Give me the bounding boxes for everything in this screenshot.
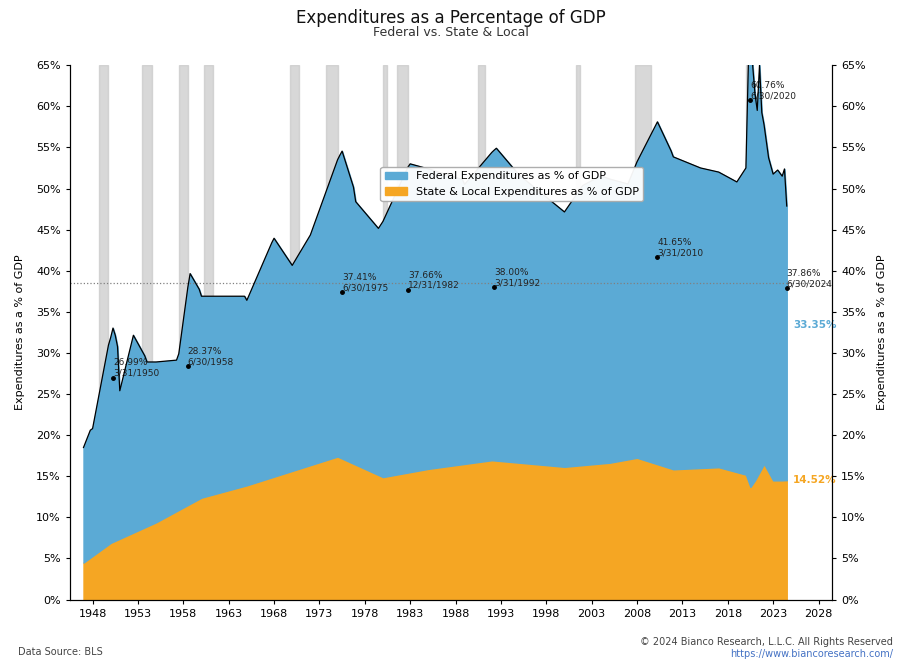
- Text: © 2024 Bianco Research, L.L.C. All Rights Reserved: © 2024 Bianco Research, L.L.C. All Right…: [640, 638, 893, 647]
- Bar: [746, 65, 750, 599]
- Y-axis label: Expenditures as a % of GDP: Expenditures as a % of GDP: [15, 255, 25, 411]
- Text: 28.37%
6/30/1958: 28.37% 6/30/1958: [188, 347, 235, 366]
- Text: Expenditures as a Percentage of GDP: Expenditures as a Percentage of GDP: [296, 9, 606, 27]
- Text: 14.52%: 14.52%: [793, 475, 837, 485]
- Bar: [99, 65, 108, 599]
- Text: Data Source: BLS: Data Source: BLS: [18, 647, 103, 657]
- Text: 37.66%
12/31/1982: 37.66% 12/31/1982: [408, 271, 460, 290]
- Text: 33.35%: 33.35%: [793, 320, 836, 331]
- Bar: [179, 65, 188, 599]
- Bar: [143, 65, 152, 599]
- Bar: [327, 65, 337, 599]
- Y-axis label: Expenditures as a % of GDP: Expenditures as a % of GDP: [877, 255, 887, 411]
- Text: 37.86%
6/30/2024: 37.86% 6/30/2024: [787, 269, 833, 288]
- Text: 60.76%
6/30/2020: 60.76% 6/30/2020: [750, 81, 796, 100]
- Text: https://www.biancoresearch.com/: https://www.biancoresearch.com/: [730, 649, 893, 659]
- Text: 41.65%
3/31/2010: 41.65% 3/31/2010: [658, 238, 704, 257]
- Text: Federal vs. State & Local: Federal vs. State & Local: [373, 26, 529, 40]
- Text: 38.00%
3/31/1992: 38.00% 3/31/1992: [494, 268, 540, 287]
- Bar: [290, 65, 299, 599]
- Bar: [635, 65, 650, 599]
- Legend: Federal Expenditures as % of GDP, State & Local Expenditures as % of GDP: Federal Expenditures as % of GDP, State …: [381, 167, 643, 201]
- Bar: [204, 65, 213, 599]
- Bar: [478, 65, 485, 599]
- Text: 37.41%
6/30/1975: 37.41% 6/30/1975: [342, 273, 389, 292]
- Bar: [383, 65, 388, 599]
- Text: 26.99%
3/31/1950: 26.99% 3/31/1950: [113, 358, 160, 378]
- Bar: [575, 65, 580, 599]
- Bar: [397, 65, 408, 599]
